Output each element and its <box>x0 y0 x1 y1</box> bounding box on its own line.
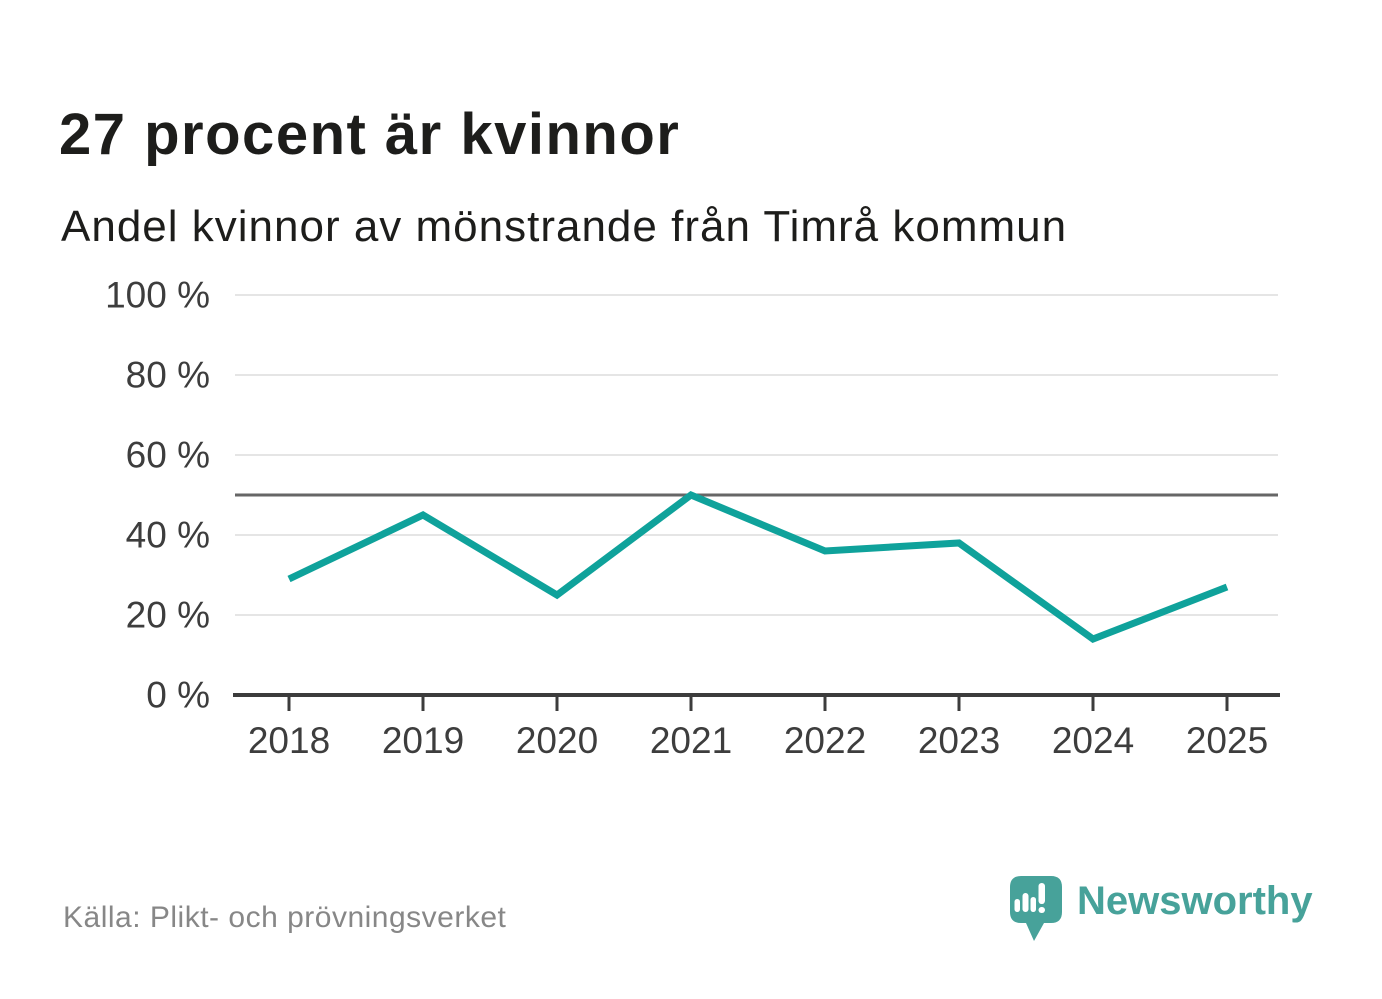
line-chart: 0 % 20 % 40 % 60 % 80 % 100 % 2018 2019 2020 2021… <box>105 275 1280 761</box>
chart-subtitle: Andel kvinnor av mönstrande från Timrå k… <box>61 202 1068 251</box>
x-tick-label: 2020 <box>516 720 598 761</box>
x-tick-label: 2018 <box>248 720 330 761</box>
y-tick-label: 40 % <box>126 515 210 556</box>
newsworthy-bubble-icon <box>1010 876 1062 941</box>
chart-title: 27 procent är kvinnor <box>59 101 681 167</box>
x-tick-label: 2025 <box>1186 720 1268 761</box>
newsworthy-wordmark: Newsworthy <box>1077 879 1313 923</box>
x-tick-label: 2024 <box>1052 720 1134 761</box>
data-line-series <box>287 491 1229 643</box>
source-note: Källa: Plikt- och prövningsverket <box>63 901 507 934</box>
y-tick-label: 80 % <box>126 355 210 396</box>
x-tick-label: 2021 <box>650 720 732 761</box>
y-tick-label: 100 % <box>105 275 210 316</box>
x-tick-label: 2022 <box>784 720 866 761</box>
y-tick-label: 0 % <box>146 675 210 716</box>
y-tick-label: 20 % <box>126 595 210 636</box>
x-tick-label: 2019 <box>382 720 464 761</box>
y-tick-label: 60 % <box>126 435 210 476</box>
x-tick-label: 2023 <box>918 720 1000 761</box>
newsworthy-logo: Newsworthy <box>1010 876 1313 946</box>
